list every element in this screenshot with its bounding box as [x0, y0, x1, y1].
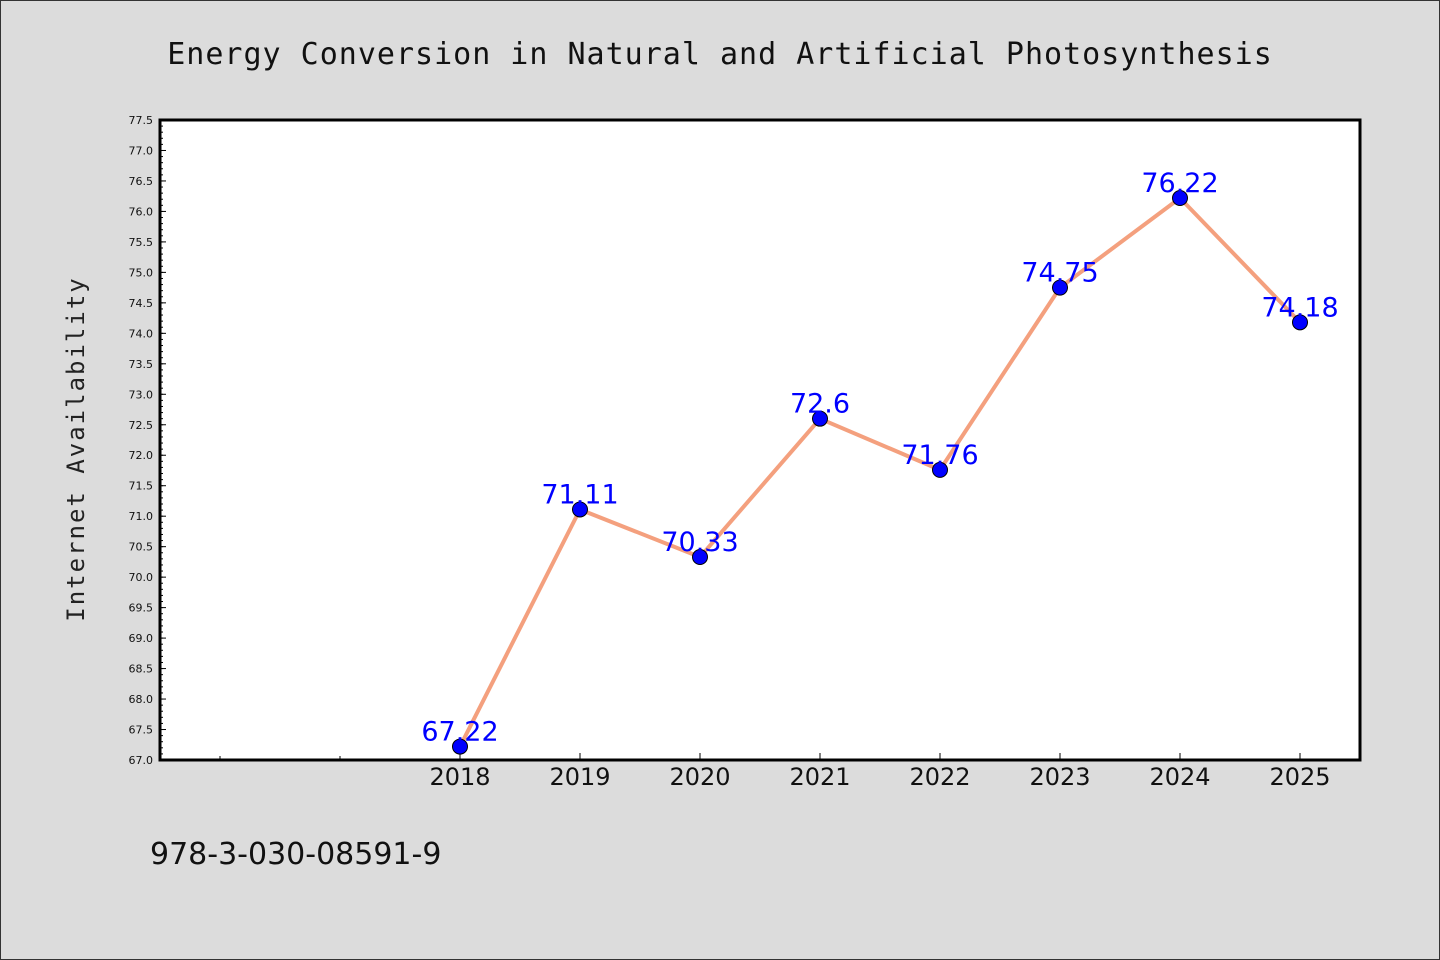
x-tick-label: 2024 — [1149, 763, 1210, 791]
y-tick-label: 77.0 — [129, 144, 154, 157]
x-tick-label: 2021 — [789, 763, 850, 791]
y-tick-label: 74.0 — [129, 327, 154, 340]
data-point — [1052, 279, 1068, 296]
y-tick-label: 72.5 — [129, 419, 154, 432]
data-label: 70.33 — [661, 527, 738, 558]
data-point — [1292, 314, 1308, 331]
x-tick-label: 2019 — [549, 763, 610, 791]
data-points — [452, 190, 1308, 755]
plot-border — [158, 118, 1362, 762]
x-tick-label: 2023 — [1029, 763, 1090, 791]
isbn-text: 978-3-030-08591-9 — [150, 837, 441, 872]
chart-title: Energy Conversion in Natural and Artific… — [167, 37, 1273, 72]
data-label: 71.11 — [541, 479, 618, 510]
data-labels: 67.22 71.11 70.33 72.6 71.76 74.75 76.22 74.18 — [421, 168, 1338, 748]
plot-area — [160, 120, 1360, 760]
data-label: 74.75 — [1021, 258, 1098, 289]
series-line-group — [458, 196, 1302, 749]
data-point — [572, 501, 588, 518]
axis-ticks: 67.0 67.5 68.0 68.5 69.0 69.5 70.0 70.5 71.0 71.5… — [129, 114, 1331, 791]
data-label: 67.22 — [421, 717, 498, 748]
y-tick-label: 75.5 — [129, 236, 154, 249]
y-tick-label: 69.5 — [129, 602, 154, 615]
y-tick-label: 73.5 — [129, 358, 154, 371]
y-tick-label: 68.5 — [129, 663, 154, 676]
data-point — [452, 738, 468, 755]
data-point — [932, 461, 948, 478]
x-tick-label: 2020 — [669, 763, 730, 791]
y-tick-label: 73.0 — [129, 388, 154, 401]
y-tick-label: 77.5 — [129, 114, 154, 127]
y-tick-label: 72.0 — [129, 449, 154, 462]
data-label: 72.6 — [790, 389, 850, 420]
y-tick-label: 70.5 — [129, 541, 154, 554]
y-tick-label: 76.0 — [129, 205, 154, 218]
data-label: 74.18 — [1261, 292, 1338, 323]
data-label: 71.76 — [901, 440, 978, 471]
x-tick-label: 2025 — [1269, 763, 1330, 791]
data-point — [812, 410, 828, 427]
y-tick-label: 75.0 — [129, 266, 154, 279]
data-point — [692, 549, 708, 566]
x-tick-label: 2018 — [429, 763, 490, 791]
y-tick-label: 70.0 — [129, 571, 154, 584]
y-tick-label: 71.5 — [129, 480, 154, 493]
y-tick-label: 68.0 — [129, 693, 154, 706]
y-axis-label: Internet Availability — [62, 276, 90, 621]
y-tick-label: 74.5 — [129, 297, 154, 310]
y-tick-label: 71.0 — [129, 510, 154, 523]
y-tick-label: 69.0 — [129, 632, 154, 645]
y-tick-label: 67.5 — [129, 724, 154, 737]
data-label: 76.22 — [1141, 168, 1218, 199]
y-tick-label: 67.0 — [129, 754, 154, 767]
x-tick-label: 2022 — [909, 763, 970, 791]
y-tick-label: 76.5 — [129, 175, 154, 188]
series-line — [458, 196, 1302, 749]
data-point — [1172, 190, 1188, 207]
